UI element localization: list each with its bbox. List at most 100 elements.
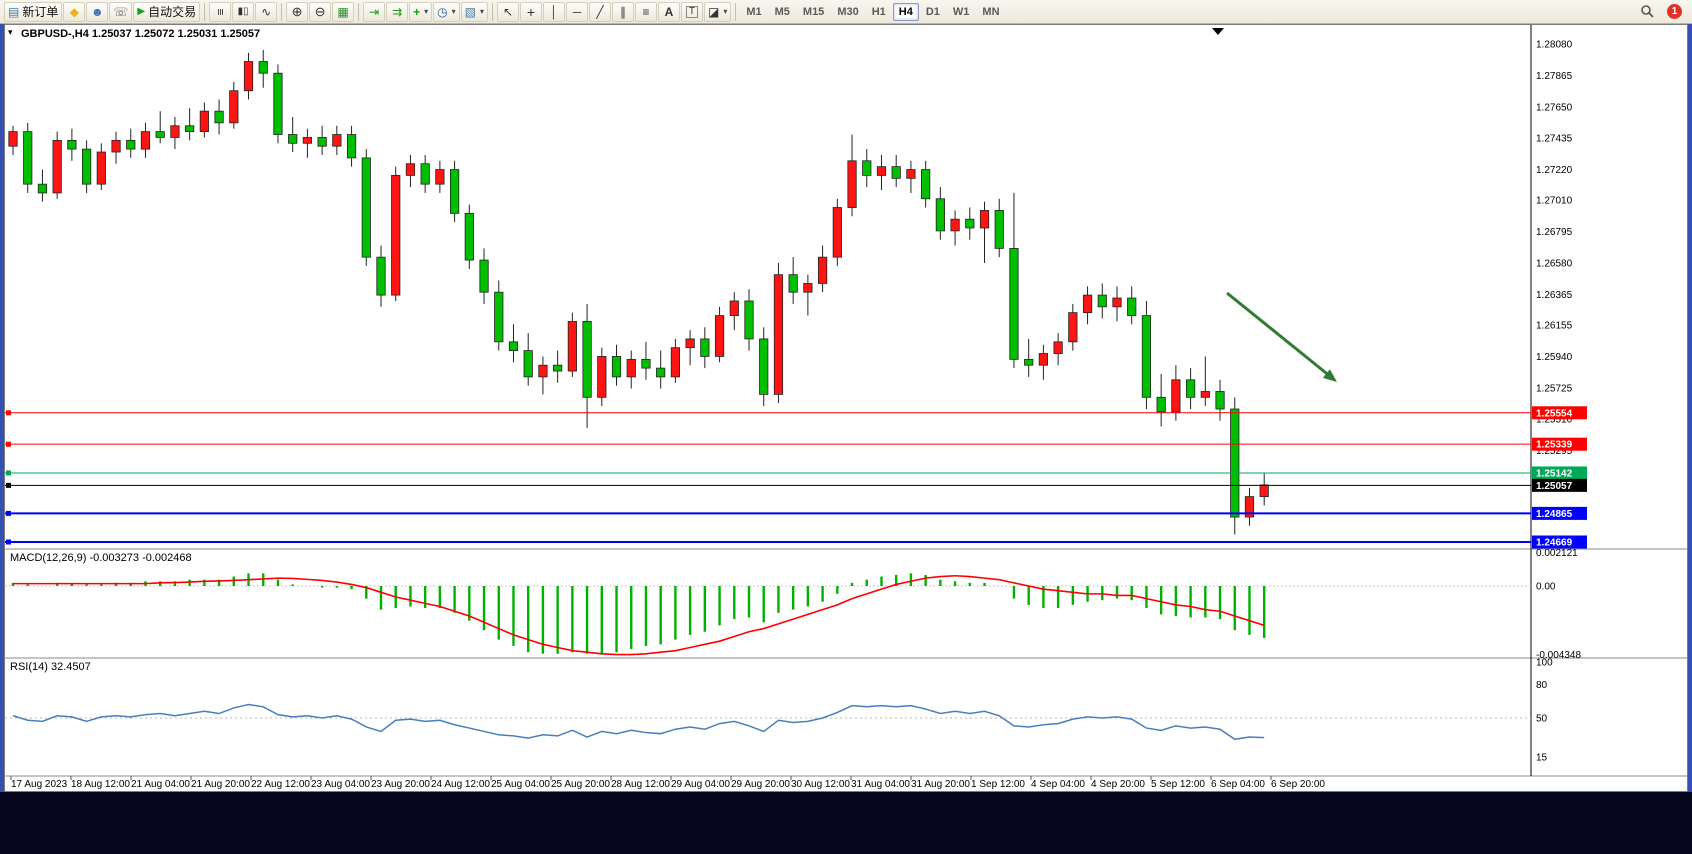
candle-body bbox=[921, 169, 931, 200]
candle-body bbox=[140, 131, 151, 150]
price-axis-label: 1.26795 bbox=[1536, 227, 1573, 238]
price-axis-label: 1.26365 bbox=[1536, 290, 1573, 301]
chart-canvas[interactable]: 1.28080 1.27865 1.27650 1.27435 1.27220 1.270… bbox=[5, 25, 1687, 791]
shapes-icon: ◪ bbox=[707, 4, 720, 19]
zoom-out-button[interactable]: ⊖ bbox=[309, 1, 332, 22]
scroll-to-end-marker[interactable] bbox=[1212, 28, 1224, 35]
time-axis-label: 30 Aug 12:00 bbox=[791, 779, 850, 790]
candle-body bbox=[803, 283, 813, 293]
timeframe-d1-button[interactable]: D1 bbox=[920, 3, 946, 21]
candle-body bbox=[744, 300, 754, 340]
cursor-button[interactable]: ↖ bbox=[496, 1, 519, 22]
candle-body bbox=[361, 157, 371, 258]
channel-button[interactable]: ∥ bbox=[611, 1, 634, 22]
candle-body bbox=[862, 160, 872, 176]
timeframe-h4-button[interactable]: H4 bbox=[892, 2, 919, 21]
candle-body bbox=[1186, 379, 1196, 398]
crosshair-button[interactable]: + bbox=[519, 1, 542, 22]
templates-icon: ▧ bbox=[464, 4, 476, 19]
timeframe-m5-button[interactable]: M5 bbox=[769, 3, 796, 21]
candle-body bbox=[435, 169, 445, 185]
line-anchor[interactable] bbox=[6, 441, 11, 447]
candle-body bbox=[1053, 341, 1063, 354]
time-axis-label: 24 Aug 12:00 bbox=[431, 779, 490, 790]
text-tool-button[interactable]: A bbox=[657, 1, 680, 22]
chart-window[interactable]: 1.28080 1.27865 1.27650 1.27435 1.27220 1.270… bbox=[4, 24, 1688, 792]
candle-body bbox=[714, 315, 725, 357]
community-button[interactable]: ☻ bbox=[86, 1, 109, 22]
auto-trading-button[interactable]: ▶ 自动交易 bbox=[133, 1, 201, 22]
candle-body bbox=[582, 320, 592, 398]
line-anchor[interactable] bbox=[6, 539, 11, 545]
zoom-out-icon: ⊖ bbox=[314, 4, 326, 19]
line-chart-icon: ∿ bbox=[261, 4, 272, 19]
timeframe-h1-button[interactable]: H1 bbox=[866, 3, 892, 21]
text-label-icon: T bbox=[685, 5, 699, 18]
fibonacci-button[interactable]: ≡ bbox=[634, 1, 657, 22]
price-axis-label: 1.26155 bbox=[1536, 321, 1573, 332]
timeframe-m30-button[interactable]: M30 bbox=[831, 3, 864, 21]
fibonacci-icon: ≡ bbox=[642, 4, 650, 19]
candle-body bbox=[994, 210, 1004, 249]
time-axis-label: 1 Sep 12:00 bbox=[971, 779, 1025, 790]
trendline-button[interactable]: ╱ bbox=[588, 1, 611, 22]
macd-axis-label: 0.002121 bbox=[1536, 548, 1578, 559]
price-tag-label: 1.24865 bbox=[1536, 509, 1573, 520]
text-label-button[interactable]: T bbox=[680, 1, 703, 22]
candle-body bbox=[523, 350, 533, 378]
bar-chart-button[interactable]: ≡ bbox=[209, 1, 232, 22]
auto-scroll-button[interactable]: ⇥ bbox=[363, 1, 386, 22]
candle-chart-button[interactable]: ▮▯ bbox=[232, 1, 255, 22]
indicators-button[interactable]: + ▾ bbox=[409, 1, 433, 22]
macd-axis-label: 0.00 bbox=[1536, 582, 1556, 593]
line-anchor[interactable] bbox=[6, 510, 11, 516]
templates-button[interactable]: ▧ ▾ bbox=[460, 1, 488, 22]
candle-body bbox=[346, 134, 357, 159]
notification-badge[interactable]: 1 bbox=[1667, 4, 1682, 19]
candle-body bbox=[656, 367, 666, 378]
candle-body bbox=[67, 139, 77, 150]
candle-body bbox=[1097, 294, 1107, 308]
dropdown-arrow-icon: ▾ bbox=[723, 7, 728, 16]
candle-body bbox=[170, 125, 180, 138]
candle-chart-icon: ▮▯ bbox=[237, 5, 249, 17]
candle-body bbox=[155, 131, 165, 138]
timeframe-w1-button[interactable]: W1 bbox=[947, 3, 976, 21]
price-axis-label: 1.27865 bbox=[1536, 71, 1573, 82]
chart-shift-button[interactable]: ⇉ bbox=[386, 1, 409, 22]
timeframe-mn-button[interactable]: MN bbox=[976, 3, 1005, 21]
mql5-icon: ◆ bbox=[69, 4, 79, 19]
new-order-button[interactable]: ▤ 新订单 bbox=[4, 1, 63, 22]
horizontal-line-button[interactable]: ─ bbox=[565, 1, 588, 22]
candle-body bbox=[1112, 297, 1122, 308]
trend-arrow[interactable] bbox=[1226, 291, 1332, 379]
zoom-in-button[interactable]: ⊕ bbox=[286, 1, 309, 22]
channel-icon: ∥ bbox=[619, 4, 626, 19]
mql5-button[interactable]: ◆ bbox=[63, 1, 86, 22]
candle-body bbox=[126, 139, 136, 150]
line-anchor[interactable] bbox=[6, 482, 11, 488]
line-anchor[interactable] bbox=[6, 410, 11, 416]
toolbar-separator bbox=[491, 2, 493, 21]
shapes-button[interactable]: ◪ ▾ bbox=[703, 1, 732, 22]
tile-windows-button[interactable]: ▦ bbox=[332, 1, 355, 22]
time-axis-label: 6 Sep 20:00 bbox=[1271, 779, 1325, 790]
vertical-line-button[interactable]: │ bbox=[542, 1, 565, 22]
periods-button[interactable]: ◷ ▾ bbox=[433, 1, 460, 22]
candle-body bbox=[1127, 297, 1137, 316]
timeframe-m1-button[interactable]: M1 bbox=[740, 3, 767, 21]
candle-body bbox=[700, 338, 710, 357]
candle-body bbox=[1038, 353, 1048, 366]
timeframe-m15-button[interactable]: M15 bbox=[797, 3, 830, 21]
trend-arrow-head[interactable] bbox=[1322, 369, 1337, 382]
line-anchor[interactable] bbox=[6, 470, 11, 476]
candle-body bbox=[1215, 391, 1225, 410]
line-chart-button[interactable]: ∿ bbox=[255, 1, 278, 22]
support-button[interactable]: ☏ bbox=[109, 1, 133, 22]
candle-body bbox=[965, 218, 975, 229]
macd-axis-label: -0.004348 bbox=[1536, 650, 1581, 661]
candle-body bbox=[950, 218, 960, 232]
candle-body bbox=[23, 131, 33, 185]
search-button[interactable] bbox=[1636, 2, 1658, 22]
